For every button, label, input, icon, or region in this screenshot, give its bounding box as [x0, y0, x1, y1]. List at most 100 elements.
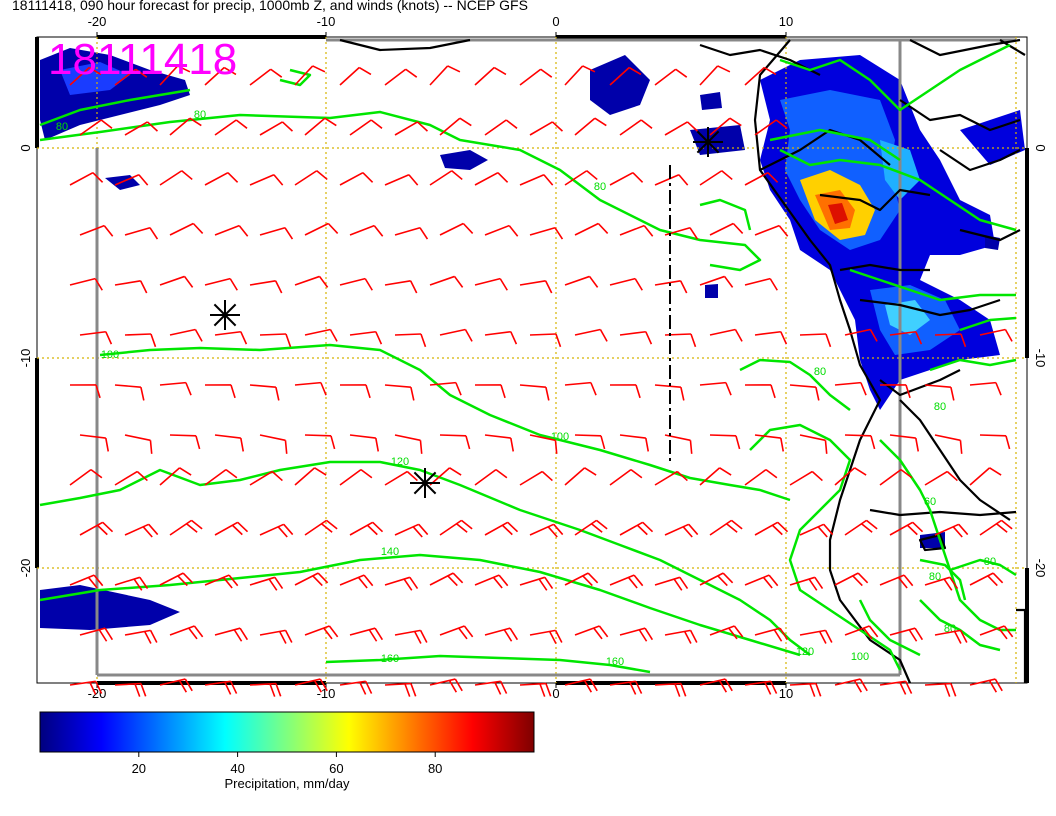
barb-feather	[547, 526, 558, 538]
wind-barb	[349, 330, 383, 345]
barb-staff	[304, 434, 332, 437]
wind-barb	[204, 384, 236, 399]
wind-barb	[384, 470, 418, 486]
asterisk-stroke	[696, 130, 720, 154]
barb-feather	[723, 275, 734, 288]
barb-feather	[182, 572, 194, 584]
barb-feather	[548, 631, 557, 644]
wind-barb	[664, 523, 699, 538]
barb-staff	[484, 434, 511, 439]
barb-feather	[193, 625, 204, 638]
barb-feather	[89, 681, 97, 695]
barb-staff	[169, 625, 195, 636]
wind-barb	[834, 381, 867, 396]
barb-feather	[860, 382, 867, 396]
wind-barb	[169, 434, 201, 450]
barb-feather	[281, 121, 294, 132]
barb-staff	[294, 678, 321, 686]
wind-barb	[654, 174, 689, 186]
barb-feather	[323, 627, 333, 640]
wind-barb	[664, 121, 699, 136]
barb-staff	[789, 470, 813, 486]
barb-staff	[654, 68, 677, 86]
wind-barb	[204, 574, 239, 589]
barb-feather	[994, 678, 1003, 692]
barb-feather	[447, 575, 458, 587]
wind-barb	[484, 224, 519, 237]
barb-feather	[995, 382, 1002, 396]
barb-staff	[69, 468, 92, 486]
barb-staff	[249, 280, 276, 286]
wind-barb	[574, 625, 609, 640]
barb-staff	[349, 224, 375, 236]
wind-barb	[249, 576, 284, 591]
barb-staff	[529, 434, 556, 442]
barb-feather	[460, 519, 473, 530]
barb-feather	[824, 630, 833, 643]
wind-barb	[339, 171, 374, 186]
barb-feather	[1000, 519, 1013, 530]
barb-feather	[140, 386, 145, 401]
barb-feather	[673, 578, 683, 591]
wind-barb	[754, 119, 788, 136]
barb-staff	[114, 384, 141, 388]
wind-barb	[619, 627, 654, 642]
wind-barb	[889, 330, 923, 345]
barb-feather	[195, 435, 201, 450]
barb-feather	[240, 437, 245, 452]
barb-feather	[725, 382, 732, 396]
barb-feather	[87, 576, 98, 589]
barb-staff	[609, 680, 636, 686]
barb-feather	[372, 521, 384, 533]
barb-staff	[709, 117, 731, 136]
barb-feather	[149, 227, 159, 240]
wind-barb	[304, 519, 338, 536]
wind-barb	[744, 680, 778, 695]
barb-staff	[709, 434, 737, 437]
barb-staff	[69, 171, 94, 186]
contour-label: 160	[606, 656, 624, 668]
barb-feather	[240, 331, 248, 345]
wind-barb	[529, 121, 564, 136]
barb-feather	[419, 440, 423, 454]
precipitation-field	[40, 48, 1025, 630]
barb-staff	[249, 470, 273, 486]
barb-staff	[159, 170, 183, 186]
wind-barb	[259, 121, 294, 136]
barb-staff	[439, 434, 467, 437]
wind-barb	[124, 523, 159, 538]
wind-barb	[214, 119, 248, 136]
barb-feather	[908, 629, 918, 642]
barb-staff	[169, 434, 197, 437]
barb-staff	[349, 521, 374, 536]
wind-barb	[439, 222, 474, 236]
barb-staff	[709, 328, 736, 336]
barb-feather	[769, 278, 778, 291]
barb-staff	[879, 468, 902, 486]
wind-barb	[744, 66, 777, 86]
wind-barb	[384, 280, 418, 294]
barb-staff	[339, 66, 360, 86]
barb-staff	[744, 680, 771, 686]
barb-staff	[384, 280, 411, 286]
wind-barb	[664, 629, 698, 644]
barb-feather	[636, 524, 648, 536]
wind-barb	[699, 572, 734, 587]
wind-barb	[429, 381, 462, 396]
wind-barb	[519, 68, 553, 86]
barb-staff	[69, 277, 96, 286]
lon-tick-top: 0	[552, 14, 559, 29]
barb-feather	[363, 574, 374, 587]
barb-staff	[754, 224, 780, 236]
lat-tick-right: -10	[1033, 349, 1048, 368]
wind-barb	[474, 574, 509, 589]
barb-feather	[868, 625, 879, 638]
barb-feather	[817, 526, 828, 538]
barb-feather	[635, 680, 643, 694]
barb-feather	[824, 440, 828, 454]
barb-feather	[905, 384, 911, 399]
wind-barb	[924, 682, 957, 697]
wind-barb	[844, 625, 879, 640]
barb-feather	[640, 119, 653, 129]
barb-staff	[249, 68, 272, 86]
